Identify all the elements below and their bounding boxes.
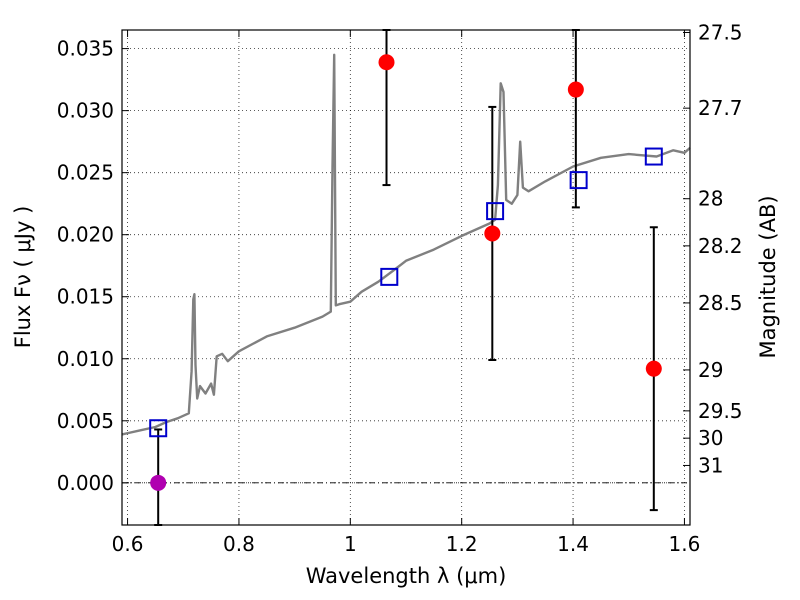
x-tick-label: 0.8 — [223, 532, 255, 556]
photometry-points — [150, 54, 662, 491]
magnitude-tick-label: 27.5 — [698, 20, 743, 44]
y-tick-label: 0.015 — [57, 285, 114, 309]
photometry-point — [484, 225, 501, 242]
magnitude-tick-label: 27.7 — [698, 96, 743, 120]
nondetection-point — [150, 474, 167, 491]
y-tick-label: 0.035 — [57, 37, 114, 61]
x-tick-label: 0.6 — [112, 532, 144, 556]
y-tick-label: 0.005 — [57, 409, 114, 433]
x-tick-label: 1 — [344, 532, 357, 556]
magnitude-tick-label: 28 — [698, 187, 723, 211]
model-band-square — [486, 202, 505, 221]
model-spectrum-line — [121, 53, 691, 436]
magnitude-tick-label: 29 — [698, 358, 723, 382]
photometry-point — [645, 360, 662, 377]
magnitude-tick-label: 29.5 — [698, 399, 743, 423]
model-band-square — [644, 147, 663, 166]
y-axis-ticks: 0.000 0.005 0.010 0.015 0.020 0.025 0.030 0.035 — [57, 37, 129, 495]
x-tick-label: 1.4 — [557, 532, 589, 556]
photometry-point — [378, 54, 395, 71]
y-tick-label: 0.025 — [57, 161, 114, 185]
magnitude-axis-ticks: 27.5 27.7 28 28.2 28.5 29 29.5 30 31 — [683, 20, 743, 477]
model-band-square — [149, 419, 168, 438]
plot-background — [122, 30, 690, 525]
model-band-markers — [149, 147, 663, 438]
plot-frame — [121, 29, 691, 526]
magnitude-axis-label: Magnitude (AB) — [756, 195, 780, 358]
y-tick-label: 0.020 — [57, 223, 114, 247]
y-tick-label: 0.010 — [57, 347, 114, 371]
y-axis-label: Flux Fν ( μJy ) — [11, 206, 35, 349]
model-band-square — [569, 171, 588, 190]
grid-lines — [122, 30, 690, 525]
magnitude-tick-label: 28.2 — [698, 234, 743, 258]
x-tick-label: 1.2 — [446, 532, 478, 556]
x-axis-label: Wavelength λ (μm) — [306, 564, 507, 588]
model-band-square — [380, 267, 399, 286]
x-axis-ticks: 0.6 0.8 1 1.2 1.4 1.6 — [112, 30, 701, 556]
y-tick-label: 0.030 — [57, 99, 114, 123]
magnitude-tick-label: 30 — [698, 426, 723, 450]
photometry-point — [567, 81, 584, 98]
magnitude-tick-label: 31 — [698, 453, 723, 477]
magnitude-tick-label: 28.5 — [698, 291, 743, 315]
x-tick-label: 1.6 — [669, 532, 701, 556]
y-tick-label: 0.000 — [57, 471, 114, 495]
